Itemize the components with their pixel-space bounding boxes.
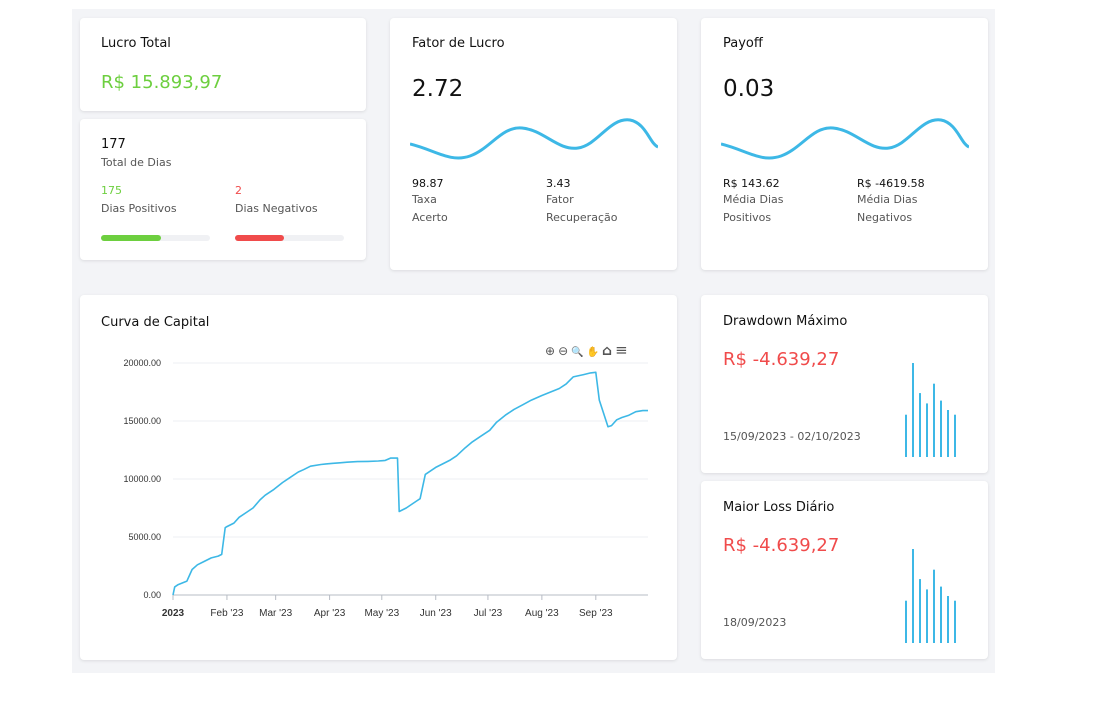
zoom-out-icon[interactable]: ⊖ [558,344,569,358]
x-tick-label: Apr '23 [314,608,346,619]
x-tick-label: Mar '23 [259,608,292,619]
dias-positivos-bar [101,235,210,241]
y-tick-label: 10000.00 [123,474,161,484]
curva-capital-title: Curva de Capital [101,315,210,330]
capital-series-line [172,371,648,596]
drawdown-bar [926,403,928,457]
maior-loss-bar [933,569,935,643]
total-dias-value: 177 [101,137,126,152]
x-tick-label: Jul '23 [474,608,503,619]
x-tick-label: May '23 [364,608,399,619]
media-dias-positivos-value: R$ 143.62 [723,177,780,190]
fator-recuperacao-label-1: Fator [546,193,574,206]
capital-curve-chart: 0.00 5000.00 10000.00 15000.00 20000.00 2023 F… [123,358,648,619]
drawdown-bar [940,400,942,457]
drawdown-title: Drawdown Máximo [723,314,848,329]
lucro-total-title: Lucro Total [101,36,171,51]
y-tick-label: 15000.00 [123,416,161,426]
drawdown-bar [933,383,935,457]
maior-loss-bar [940,586,942,643]
x-tick-label: Aug '23 [525,608,559,619]
maior-loss-bar [926,589,928,643]
maior-loss-bar [912,549,914,643]
lucro-total-value: R$ 15.893,97 [101,72,223,93]
dias-positivos-value: 175 [101,184,122,197]
reset-home-icon[interactable]: ⌂ [602,343,613,359]
drawdown-bar [919,393,921,457]
dias-card: 177 Total de Dias 175 Dias Positivos 2 D… [80,119,366,260]
maior-loss-bar-sparkline [905,549,956,643]
drawdown-value: R$ -4.639,27 [723,349,840,370]
drawdown-period: 15/09/2023 - 02/10/2023 [723,430,861,443]
payoff-card: Payoff 0.03 R$ 143.62 Média Dias Positiv… [701,18,988,270]
payoff-wave-line [721,118,969,160]
chart-toolbar: ⊕ ⊖ 🔍 ✋ ⌂ ≡ [542,341,628,359]
fator-recuperacao-label-2: Recuperação [546,211,618,224]
drawdown-bar [947,410,949,457]
taxa-acerto-value: 98.87 [412,177,444,190]
dias-negativos-bar-fill [235,235,285,241]
payoff-sparkline [721,118,969,160]
x-tick-label: Feb '23 [210,608,243,619]
taxa-acerto-label-2: Acerto [412,211,448,224]
media-dias-negativos-label-1: Média Dias [857,193,918,206]
fator-lucro-value: 2.72 [412,76,464,102]
maior-loss-card: Maior Loss Diário R$ -4.639,27 18/09/202… [701,481,988,659]
maior-loss-date: 18/09/2023 [723,616,787,629]
x-tick-label: Jun '23 [420,608,452,619]
curva-capital-card: Curva de Capital ⊕ ⊖ 🔍 ✋ ⌂ ≡ 0.00 5000.00 10000… [80,295,677,660]
drawdown-card: Drawdown Máximo R$ -4.639,27 15/09/2023 … [701,295,988,473]
lucro-total-card: Lucro Total R$ 15.893,97 [80,18,366,111]
maior-loss-bar [947,596,949,643]
pan-hand-icon[interactable]: ✋ [586,347,600,358]
y-tick-label: 20000.00 [123,358,161,368]
media-dias-negativos-label-2: Negativos [857,211,913,224]
drawdown-bar [954,414,956,457]
taxa-acerto-label-1: Taxa [412,193,437,206]
fator-recuperacao-value: 3.43 [546,177,571,190]
dias-negativos-bar [235,235,344,241]
fator-lucro-wave-line [410,118,658,160]
chart-menu-icon[interactable]: ≡ [615,341,628,359]
total-dias-label: Total de Dias [101,156,172,169]
maior-loss-bar [954,600,956,643]
dias-positivos-bar-fill [101,235,161,241]
dias-positivos-label: Dias Positivos [101,202,177,215]
fator-lucro-title: Fator de Lucro [412,36,505,51]
fator-lucro-card: Fator de Lucro 2.72 98.87 Taxa Acerto 3.… [390,18,677,270]
dias-negativos-label: Dias Negativos [235,202,318,215]
payoff-title: Payoff [723,36,763,51]
zoom-select-icon[interactable]: 🔍 [571,347,584,358]
fator-lucro-sparkline [410,118,658,160]
y-tick-label: 5000.00 [128,532,161,542]
x-tick-label: Sep '23 [579,608,613,619]
media-dias-positivos-label-2: Positivos [723,211,772,224]
maior-loss-value: R$ -4.639,27 [723,535,840,556]
y-tick-label: 0.00 [143,590,161,600]
maior-loss-bar [919,579,921,643]
x-tick-label: 2023 [162,608,185,619]
media-dias-negativos-value: R$ -4619.58 [857,177,925,190]
dias-negativos-value: 2 [235,184,242,197]
media-dias-positivos-label-1: Média Dias [723,193,784,206]
drawdown-bar [905,414,907,457]
payoff-value: 0.03 [723,76,775,102]
drawdown-bar [912,363,914,457]
zoom-in-icon[interactable]: ⊕ [545,344,556,358]
maior-loss-title: Maior Loss Diário [723,500,835,515]
maior-loss-bar [905,600,907,643]
drawdown-bar-sparkline [905,363,956,457]
